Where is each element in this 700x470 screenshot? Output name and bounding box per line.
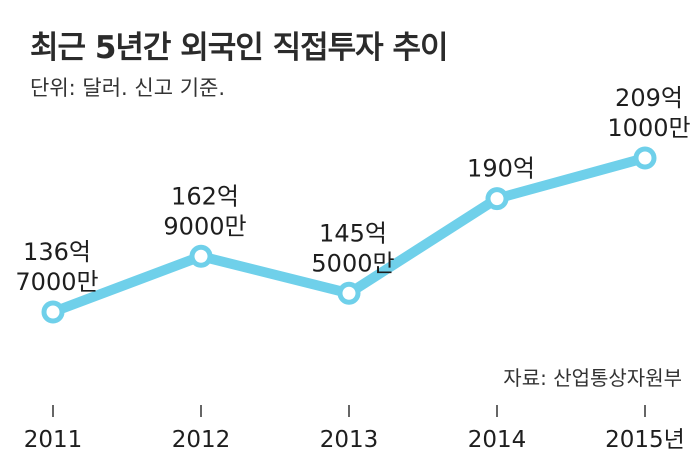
value-label: 209억 <box>615 84 683 112</box>
chart-title: 최근 5년간 외국인 직접투자 추이 <box>30 30 448 66</box>
x-tick-label: 2013 <box>320 427 379 453</box>
data-points <box>41 146 657 324</box>
value-label: 162억 <box>171 182 239 210</box>
data-point <box>485 187 509 211</box>
value-label: 9000만 <box>163 212 246 240</box>
value-label: 190억 <box>467 155 535 183</box>
chart-subtitle: 단위: 달러. 신고 기준. <box>30 76 226 100</box>
value-label: 5000만 <box>311 249 394 277</box>
data-point <box>41 300 65 324</box>
x-tick-label: 2011 <box>24 427 83 453</box>
x-tick-label: 2012 <box>172 427 231 453</box>
value-label: 7000만 <box>15 268 98 296</box>
data-point <box>337 281 361 305</box>
x-axis-labels: 2011 2012 2013 2014 2015년 <box>24 427 685 453</box>
value-label: 136억 <box>23 238 91 266</box>
x-tick-label: 2014 <box>468 427 527 453</box>
x-tick-label: 2015년 <box>605 427 685 453</box>
x-axis-ticks <box>52 405 646 417</box>
data-point <box>189 244 213 268</box>
source-note: 자료: 산업통상자원부 <box>503 366 682 390</box>
value-label: 145억 <box>319 219 387 247</box>
value-label: 1000만 <box>607 114 690 142</box>
data-point <box>633 146 657 170</box>
